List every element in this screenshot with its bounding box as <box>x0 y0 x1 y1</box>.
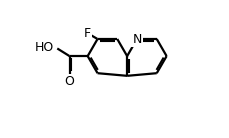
Text: O: O <box>64 75 74 88</box>
Text: HO: HO <box>35 41 54 54</box>
Text: F: F <box>84 27 91 40</box>
Text: N: N <box>132 33 141 46</box>
